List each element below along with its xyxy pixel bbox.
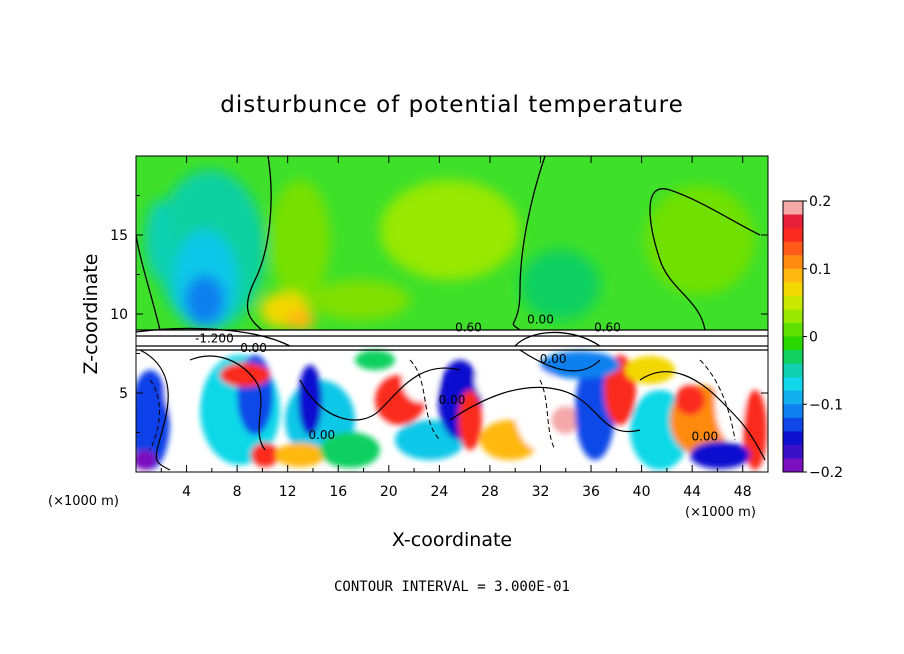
colorbar	[782, 200, 804, 473]
colorbar-segment-1	[783, 214, 803, 229]
chart-title: disturbunce of potential temperature	[220, 92, 684, 118]
x-tick-label-0: 4	[182, 484, 191, 500]
colorbar-segment-13	[783, 377, 803, 392]
x-tick-label-10: 44	[683, 484, 701, 500]
colorbar-segment-0	[783, 201, 803, 216]
colorbar-segment-9	[783, 322, 803, 337]
contour-labels: 0.60 0.00 0.60 0.00 -1.200 0.00 0.00 0.00 0.00	[195, 312, 718, 443]
lower-negative-contours	[149, 359, 736, 451]
colorbar-segment-7	[783, 295, 803, 310]
colorbar-segment-16	[783, 417, 803, 432]
x-tick-label-7: 32	[532, 484, 550, 500]
colorbar-segment-5	[783, 268, 803, 283]
contour-label-7: 0.00	[308, 428, 335, 442]
colorbar-segment-19	[783, 458, 803, 473]
x-tick-label-6: 28	[481, 484, 499, 500]
contour-label-6: 0.00	[439, 393, 466, 407]
upper-contours	[136, 156, 761, 331]
contour-label-1: 0.00	[527, 312, 554, 326]
y-tick-label-1: 10	[110, 307, 128, 323]
upper-layer-anomalies	[145, 170, 755, 330]
colorbar-tick-label-3: −0.1	[809, 397, 843, 413]
contour-field	[136, 156, 768, 472]
colorbar-tick-label-0: 0.2	[809, 194, 831, 210]
x-axis-label: X-coordinate	[392, 529, 512, 551]
y-tick-label-0: 5	[119, 386, 128, 402]
y-tick-label-2: 15	[110, 228, 128, 244]
lower-layer-anomalies	[136, 350, 767, 470]
x-tick-label-9: 40	[633, 484, 651, 500]
x-tick-label-8: 36	[582, 484, 600, 500]
colorbar-segment-11	[783, 350, 803, 365]
contour-label-2: 0.60	[594, 320, 621, 334]
colorbar-tick-label-1: 0.1	[809, 262, 831, 278]
x-tick-label-5: 24	[430, 484, 448, 500]
colorbar-tick-label-2: 0	[809, 330, 818, 346]
colorbar-segment-6	[783, 282, 803, 297]
x-tick-label-2: 12	[279, 484, 297, 500]
contour-interval-note: CONTOUR INTERVAL = 3.000E-01	[334, 579, 570, 595]
colorbar-segment-15	[783, 404, 803, 419]
x-left-unit-label: (×1000 m)	[48, 494, 119, 509]
colorbar-segment-10	[783, 336, 803, 351]
x-tick-label-3: 16	[329, 484, 347, 500]
x-tick-label-4: 20	[380, 484, 398, 500]
colorbar-segment-8	[783, 309, 803, 324]
y-axis-label: Z-coordinate	[80, 254, 102, 375]
lower-contours	[139, 349, 766, 471]
contour-label-4: -1.200	[195, 331, 234, 345]
colorbar-segment-12	[783, 363, 803, 378]
colorbar-segment-2	[783, 228, 803, 243]
x-tick-label-1: 8	[233, 484, 242, 500]
contour-label-3: 0.00	[240, 341, 267, 355]
colorbar-segment-17	[783, 431, 803, 446]
colorbar-ticks: 0.2 0.1 0 −0.1 −0.2	[803, 194, 843, 481]
colorbar-segment-3	[783, 241, 803, 256]
colorbar-tick-label-4: −0.2	[809, 465, 843, 481]
contour-label-0: 0.60	[455, 320, 482, 334]
x-right-unit-label: (×1000 m)	[685, 505, 756, 520]
contour-label-5: 0.00	[540, 352, 567, 366]
contour-label-8: 0.00	[691, 429, 718, 443]
inversion-band	[136, 330, 768, 346]
x-axis: 4 8 12 16 20 24 28 32 36 40 44 48	[160, 156, 752, 500]
colorbar-segment-14	[783, 390, 803, 405]
colorbar-segment-4	[783, 255, 803, 270]
x-tick-label-11: 48	[734, 484, 752, 500]
inversion-contours	[136, 327, 768, 351]
y-axis: 5 10 15	[110, 195, 768, 433]
colorbar-segment-18	[783, 444, 803, 459]
